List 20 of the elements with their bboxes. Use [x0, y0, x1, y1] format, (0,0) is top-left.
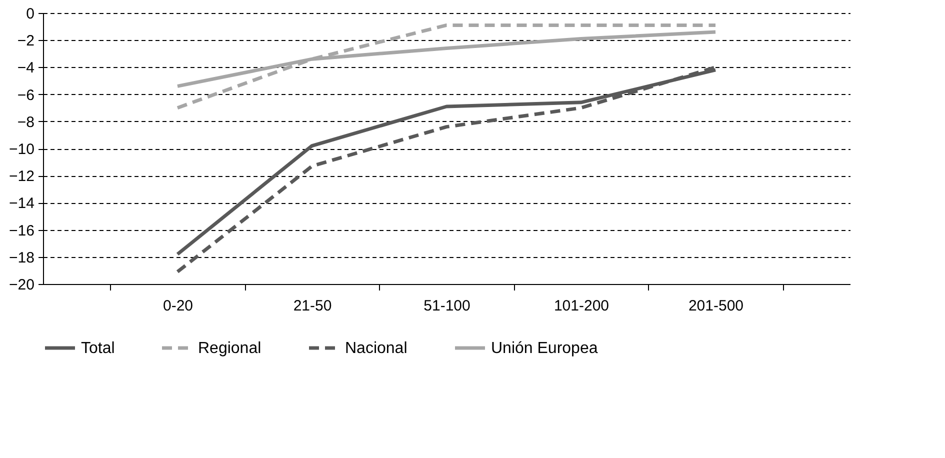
- x-tick-label: 0-20: [162, 298, 194, 314]
- y-tick-label: −14: [9, 195, 34, 212]
- y-tick-label: −4: [17, 60, 34, 77]
- y-tick-label: −10: [9, 141, 34, 158]
- y-tick-label: 0: [26, 6, 34, 22]
- legend-label: Total: [81, 340, 115, 357]
- y-tick-label: −18: [9, 249, 34, 266]
- y-tick-label: −12: [9, 168, 34, 186]
- y-tick-label: −8: [17, 114, 34, 131]
- x-tick-label: 101-200: [554, 298, 610, 314]
- legend-label: Regional: [198, 340, 262, 357]
- y-tick-label: −16: [9, 222, 34, 240]
- legend-label: Unión Europea: [491, 340, 598, 357]
- x-tick-label: 51-100: [424, 298, 470, 314]
- y-tick-label: −20: [9, 276, 34, 294]
- y-tick-label: −2: [17, 32, 34, 50]
- legend-label: Nacional: [345, 340, 408, 357]
- x-tick-label: 21-50: [293, 298, 332, 314]
- x-tick-label: 201-500: [688, 298, 744, 314]
- y-tick-label: −6: [17, 86, 34, 104]
